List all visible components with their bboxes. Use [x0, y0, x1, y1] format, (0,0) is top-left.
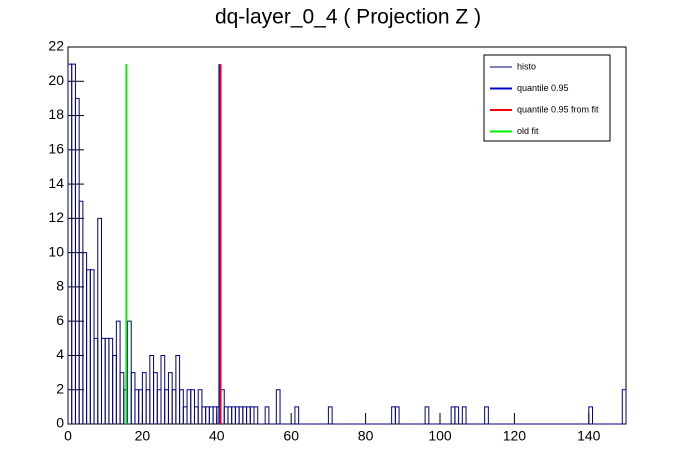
y-tick-label: 0	[56, 415, 64, 431]
legend-label: old fit	[517, 126, 539, 136]
x-tick-label: 60	[283, 428, 299, 444]
histogram-bin	[588, 406, 594, 424]
histogram-bin	[193, 406, 199, 424]
histogram-bin	[223, 406, 229, 424]
x-tick-label: 0	[64, 428, 72, 444]
histogram-bin	[201, 406, 207, 424]
histogram-bin	[394, 406, 400, 424]
histogram-bin	[112, 354, 117, 424]
histogram-bin	[294, 406, 300, 424]
histogram-bin	[208, 406, 214, 424]
y-tick-label: 16	[48, 141, 64, 157]
x-tick-label: 120	[503, 428, 527, 444]
histogram-bin	[141, 372, 147, 424]
histogram-bin	[119, 372, 125, 424]
histogram-bin	[249, 406, 255, 424]
histogram-bin	[242, 406, 248, 424]
histogram-bin	[450, 406, 456, 424]
histogram-bin	[82, 252, 88, 424]
y-tick-label: 12	[48, 209, 64, 225]
histogram-bin	[145, 389, 151, 424]
histogram-bin	[621, 389, 627, 424]
legend-label: quantile 0.95	[517, 83, 569, 93]
histogram-bin	[74, 97, 80, 424]
histogram-bin	[97, 217, 102, 424]
histogram-bin	[130, 372, 136, 424]
histogram-bin	[227, 406, 233, 424]
x-tick-label: 20	[135, 428, 151, 444]
histogram-bin	[327, 406, 333, 424]
y-tick-label: 4	[56, 346, 64, 362]
histogram-bin	[153, 372, 158, 424]
histogram-bin	[160, 354, 166, 424]
y-tick-label: 8	[56, 278, 64, 294]
histogram-bin	[86, 269, 91, 424]
histogram-bin	[234, 406, 240, 424]
y-tick-label: 22	[48, 38, 64, 54]
legend-box	[483, 54, 611, 142]
y-tick-label: 18	[48, 106, 64, 122]
histogram-bin	[104, 337, 110, 424]
histogram-bin	[164, 389, 169, 424]
histogram-bin	[246, 406, 251, 424]
y-tick-label: 6	[56, 312, 64, 328]
histogram-bin	[78, 200, 84, 424]
histogram-bin	[231, 406, 236, 424]
y-tick-label: 20	[48, 72, 64, 88]
histogram-bin	[67, 63, 73, 424]
histogram-bin	[138, 389, 143, 424]
x-tick-label: 140	[577, 428, 601, 444]
histogram-bin	[205, 406, 210, 424]
y-tick-label: 2	[56, 380, 64, 396]
chart-title: dq-layer_0_4 ( Projection Z )	[215, 6, 481, 29]
histogram-bin	[186, 389, 192, 424]
histogram-bin	[149, 354, 155, 424]
histogram-bin	[461, 406, 467, 424]
histogram-bin	[264, 406, 270, 424]
histogram-bin	[190, 389, 195, 424]
histogram-bin	[134, 389, 140, 424]
x-tick-label: 40	[209, 428, 225, 444]
histogram-bin	[115, 320, 121, 424]
legend-label: histo	[517, 61, 536, 71]
histogram-bin	[171, 389, 177, 424]
histogram-bin	[454, 406, 460, 424]
histogram-bin	[167, 372, 173, 424]
y-tick-label: 14	[48, 175, 64, 191]
histogram-bin	[127, 320, 132, 424]
histogram-bin	[175, 354, 181, 424]
histogram-bin	[156, 389, 162, 424]
histogram-bin	[391, 406, 396, 424]
histogram-bin	[89, 269, 95, 424]
histogram-bin	[253, 406, 259, 424]
x-tick-label: 100	[428, 428, 452, 444]
histogram-bin	[179, 389, 184, 424]
histogram-bin	[212, 406, 218, 424]
histogram-bin	[71, 63, 76, 424]
y-tick-label: 10	[48, 243, 64, 259]
histogram-bin	[182, 406, 188, 424]
histogram-bin	[424, 406, 430, 424]
histogram-bin	[100, 337, 106, 424]
legend-label: quantile 0.95 from fit	[517, 104, 599, 114]
x-tick-label: 80	[358, 428, 374, 444]
histogram-bin	[238, 406, 244, 424]
histogram-bin	[484, 406, 489, 424]
histogram-bin	[108, 337, 114, 424]
histogram-bin	[197, 389, 203, 424]
histogram-bin	[275, 389, 281, 424]
histogram-bin	[93, 337, 99, 424]
